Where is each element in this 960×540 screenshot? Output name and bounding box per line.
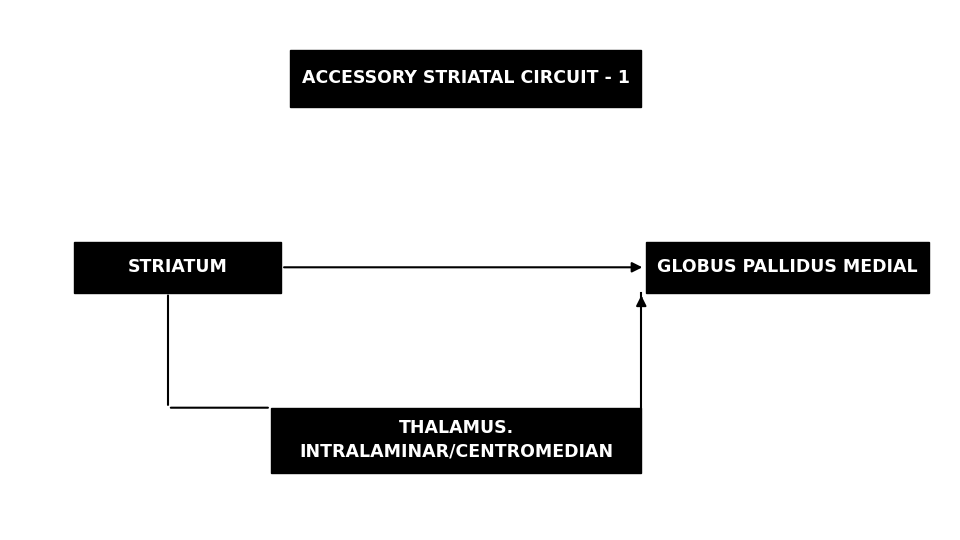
FancyBboxPatch shape bbox=[645, 241, 929, 293]
Text: STRIATUM: STRIATUM bbox=[128, 258, 228, 276]
Text: THALAMUS.
INTRALAMINAR/CENTROMEDIAN: THALAMUS. INTRALAMINAR/CENTROMEDIAN bbox=[299, 419, 613, 461]
FancyBboxPatch shape bbox=[75, 241, 280, 293]
FancyBboxPatch shape bbox=[271, 408, 641, 472]
Text: GLOBUS PALLIDUS MEDIAL: GLOBUS PALLIDUS MEDIAL bbox=[657, 258, 918, 276]
Text: ACCESSORY STRIATAL CIRCUIT - 1: ACCESSORY STRIATAL CIRCUIT - 1 bbox=[301, 69, 630, 87]
FancyBboxPatch shape bbox=[290, 50, 641, 106]
